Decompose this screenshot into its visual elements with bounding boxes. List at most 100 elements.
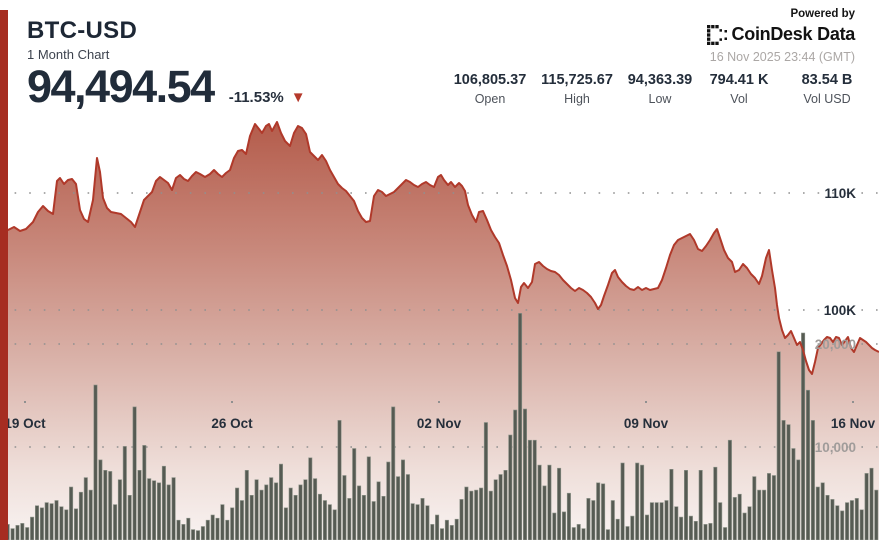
volume-bar bbox=[644, 514, 649, 540]
volume-bar bbox=[552, 512, 557, 540]
volume-bar bbox=[425, 505, 430, 540]
stat-vol-usd-value: 83.54 B bbox=[801, 72, 853, 88]
volume-bar bbox=[274, 482, 279, 540]
x-tick-dot bbox=[438, 401, 440, 403]
volume-bar bbox=[586, 498, 591, 540]
volume-bar bbox=[762, 489, 767, 540]
x-tick-dot bbox=[231, 401, 233, 403]
volume-bar bbox=[522, 408, 527, 540]
volume-bar bbox=[278, 463, 283, 540]
volume-bar bbox=[654, 502, 659, 540]
volume-bar bbox=[230, 507, 235, 540]
volume-bar bbox=[171, 477, 176, 540]
volume-bar bbox=[869, 467, 874, 540]
volume-bar bbox=[439, 528, 444, 540]
volume-bar bbox=[825, 494, 830, 540]
volume-bar bbox=[10, 528, 15, 540]
page-title: BTC-USD bbox=[27, 17, 138, 44]
stat-open-label: Open bbox=[474, 92, 506, 106]
volume-bar bbox=[576, 524, 581, 540]
volume-bar bbox=[591, 500, 596, 540]
price-line bbox=[0, 121, 879, 375]
volume-bar bbox=[625, 526, 630, 540]
stat-low-label: Low bbox=[648, 92, 672, 106]
volume-bar bbox=[635, 462, 640, 540]
header: BTC-USD 1 Month Chart bbox=[27, 17, 138, 62]
volume-bar bbox=[815, 486, 820, 540]
volume-bar bbox=[776, 351, 781, 540]
stat-vol-usd: 83.54 B Vol USD bbox=[772, 72, 879, 106]
volume-bar bbox=[474, 489, 479, 540]
volume-bar bbox=[864, 473, 869, 540]
volume-bar bbox=[200, 526, 205, 540]
volume-bar bbox=[596, 482, 601, 540]
volume-bar bbox=[513, 409, 518, 540]
date-label-02-Nov: 02 Nov bbox=[417, 416, 462, 431]
volume-bar bbox=[469, 490, 474, 540]
volume-bar bbox=[415, 504, 420, 540]
volume-bar bbox=[152, 480, 157, 540]
axis-labels: 110K 100K 20,000 10,000 19 Oct 26 Oct 02 Nov 09… bbox=[4, 186, 875, 455]
volume-bar bbox=[742, 512, 747, 540]
volume-bar bbox=[683, 469, 688, 540]
volume-bar bbox=[303, 479, 308, 540]
volume-bar bbox=[723, 527, 728, 540]
brand-name: CoinDesk bbox=[731, 24, 813, 44]
volume-bar bbox=[435, 514, 440, 540]
volume-bar bbox=[391, 406, 396, 540]
volume-bar bbox=[322, 500, 327, 540]
date-label-26-Oct: 26 Oct bbox=[211, 416, 253, 431]
volume-bar bbox=[449, 525, 454, 540]
volume-bar bbox=[693, 520, 698, 540]
volume-bar bbox=[366, 456, 371, 540]
volume-bar bbox=[269, 477, 274, 540]
volume-bar bbox=[327, 504, 332, 540]
volume-bar bbox=[727, 439, 732, 540]
price-axis-label-100K: 100K bbox=[824, 303, 857, 318]
volume-bar bbox=[791, 448, 796, 540]
volume-bar bbox=[649, 502, 654, 540]
volume-bar bbox=[454, 518, 459, 540]
price-axis-label-110K: 110K bbox=[824, 186, 856, 201]
volume-bar bbox=[215, 517, 220, 540]
volume-bar bbox=[25, 527, 30, 540]
stat-vol-value: 794.41 K bbox=[709, 72, 769, 88]
volume-bar bbox=[342, 475, 347, 540]
volume-bar bbox=[630, 515, 635, 540]
volume-bar bbox=[142, 445, 147, 540]
volume-bar bbox=[108, 471, 113, 540]
stat-vol: 794.41 K Vol bbox=[684, 72, 794, 106]
volume-bar bbox=[420, 498, 425, 540]
volume-bar bbox=[347, 498, 352, 540]
volume-bar bbox=[157, 482, 162, 540]
stat-vol-label: Vol bbox=[730, 92, 748, 106]
current-price: 94,494.54 bbox=[27, 61, 215, 112]
volume-bar bbox=[845, 502, 850, 540]
volume-bar bbox=[78, 491, 83, 540]
volume-bar bbox=[752, 476, 757, 540]
volume-bar bbox=[254, 479, 259, 540]
volume-bar bbox=[259, 489, 264, 540]
volume-bar bbox=[527, 439, 532, 540]
volume-bar bbox=[137, 469, 142, 540]
volume-bar bbox=[508, 434, 513, 540]
volume-bar bbox=[786, 424, 791, 540]
volume-axis-label-10,000: 10,000 bbox=[815, 440, 856, 455]
volume-bar bbox=[620, 462, 625, 540]
volume-bar bbox=[664, 500, 669, 540]
volume-bar bbox=[93, 384, 98, 540]
volume-bar bbox=[757, 489, 762, 540]
volume-bar bbox=[805, 389, 810, 540]
volume-bar bbox=[210, 514, 215, 540]
volume-bar bbox=[313, 478, 318, 540]
volume-bar bbox=[288, 487, 293, 540]
volume-bar bbox=[571, 527, 576, 540]
volume-bar bbox=[386, 461, 391, 540]
volume-bar bbox=[332, 509, 337, 540]
stat-open-value: 106,805.37 bbox=[453, 72, 527, 88]
volume-bar bbox=[161, 465, 166, 540]
volume-bar bbox=[30, 516, 35, 540]
volume-bar bbox=[747, 506, 752, 540]
